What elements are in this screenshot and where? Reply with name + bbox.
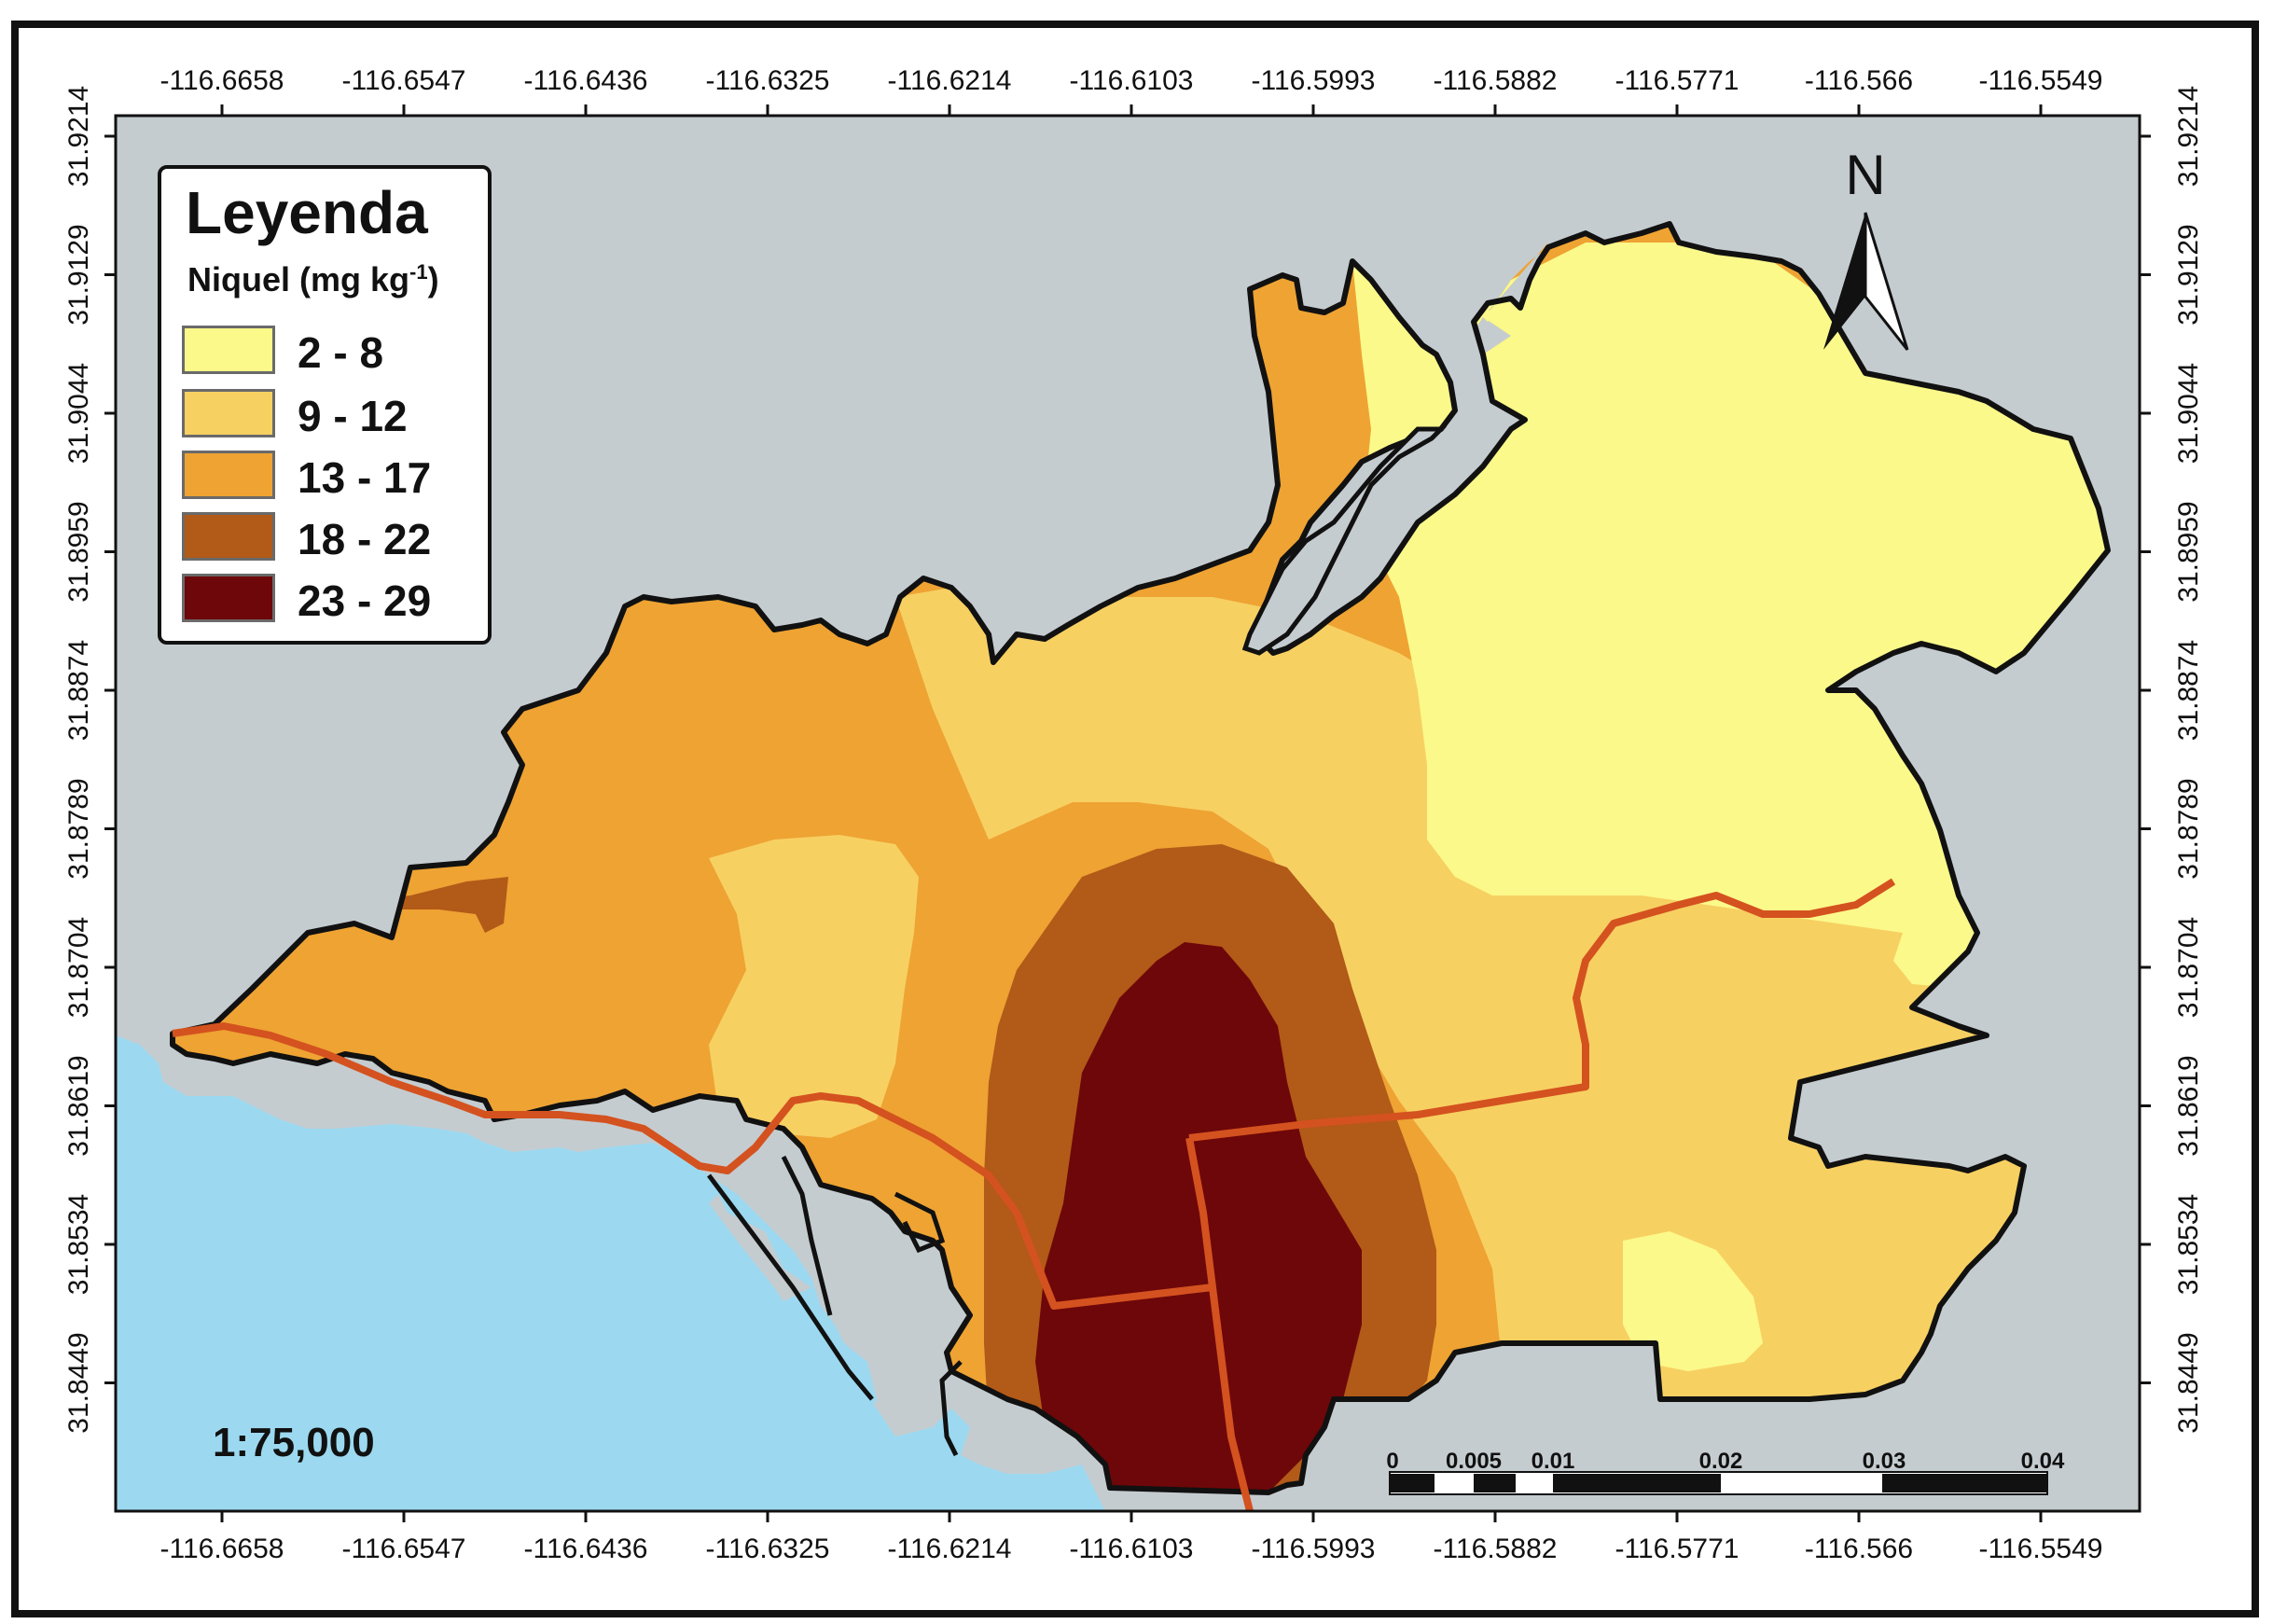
road-network	[172, 878, 1896, 1512]
coordinate-ticks: -116.6658 -116.6658 -116.6547 -116.6547 -116…	[63, 65, 2204, 1564]
scale-bar-label: 0	[1386, 1449, 1398, 1474]
legend-item-label: 9 - 12	[298, 392, 408, 440]
longitude-tick-label-top: -116.5771	[1615, 65, 1739, 96]
road-coastal-highway	[172, 1022, 1213, 1310]
longitude-tick-label-top: -116.6103	[1070, 65, 1194, 96]
zone-9-12-west	[709, 835, 919, 1138]
scale-bar-label: 0.02	[1699, 1449, 1743, 1474]
latitude-tick-label-right: 31.8704	[2173, 917, 2204, 1018]
latitude-tick-label-right: 31.8789	[2173, 778, 2204, 879]
longitude-tick-label-bottom: -116.6547	[342, 1534, 466, 1564]
longitude-tick-label-bottom: -116.6325	[706, 1534, 830, 1564]
north-arrow-left-half	[1823, 213, 1865, 350]
legend-subtitle-exponent: -1	[409, 260, 428, 284]
scale-bar-segment	[1882, 1474, 2047, 1492]
north-arrow: N	[1823, 144, 1909, 351]
latitude-tick-label-right: 31.8959	[2173, 501, 2204, 602]
legend-item-label: 23 - 29	[298, 576, 432, 625]
latitude-tick-label-right: 31.8449	[2173, 1332, 2204, 1433]
latitude-tick-label-right: 31.9044	[2173, 363, 2204, 464]
scale-bar-label: 0.03	[1863, 1449, 1906, 1474]
road-east-west	[1188, 878, 1896, 1142]
longitude-tick-label-top: -116.5882	[1434, 65, 1558, 96]
latitude-tick-label-right: 31.8874	[2173, 640, 2204, 741]
scale-bar: 0 0.005 0.01 0.02 0.03 0.04	[1386, 1449, 2065, 1495]
scale-bar-segment	[1553, 1474, 1721, 1492]
latitude-tick-label-left: 31.8449	[63, 1332, 94, 1433]
latitude-tick-label-left: 31.8874	[63, 640, 94, 741]
latitude-tick-label-right: 31.8619	[2173, 1055, 2204, 1156]
lagoon-outline	[1241, 426, 1448, 656]
legend-swatch	[182, 512, 275, 561]
longitude-tick-label-bottom: -116.5549	[1979, 1534, 2103, 1564]
scale-ratio: 1:75,000	[213, 1420, 375, 1465]
scale-bar-segment	[1390, 1474, 1434, 1492]
legend-swatch	[182, 326, 275, 374]
latitude-tick-label-right: 31.9129	[2173, 224, 2204, 325]
longitude-tick-label-top: -116.5549	[1979, 65, 2103, 96]
legend-item: 2 - 8	[182, 326, 490, 378]
north-arrow-label: N	[1845, 144, 1885, 206]
ocean-water	[116, 1035, 1105, 1511]
scale-bar-label: 0.04	[2021, 1449, 2065, 1474]
legend-subtitle-end: )	[427, 260, 439, 298]
longitude-tick-label-top: -116.6325	[706, 65, 830, 96]
longitude-tick-label-top: -116.566	[1805, 65, 1913, 96]
legend-item: 18 - 22	[182, 512, 490, 564]
longitude-tick-label-top: -116.6547	[342, 65, 466, 96]
longitude-tick-label-bottom: -116.5771	[1615, 1534, 1739, 1564]
legend-item-label: 18 - 22	[298, 515, 432, 563]
latitude-tick-label-left: 31.8534	[63, 1194, 94, 1295]
longitude-tick-label-bottom: -116.6436	[524, 1534, 648, 1564]
legend-swatch	[182, 451, 275, 499]
longitude-tick-label-bottom: -116.6103	[1070, 1534, 1194, 1564]
legend-item-label: 13 - 17	[298, 453, 432, 502]
legend-swatch	[182, 389, 275, 437]
legend-item-label: 2 - 8	[298, 328, 384, 377]
legend-title: Leyenda	[186, 179, 428, 246]
harbor-outline	[707, 1155, 963, 1457]
latitude-tick-label-left: 31.9214	[63, 86, 94, 187]
scale-bar-label: 0.01	[1532, 1449, 1575, 1474]
longitude-tick-label-bottom: -116.5993	[1252, 1534, 1376, 1564]
legend-item: 13 - 17	[182, 451, 490, 503]
zone-18-22-west-patch	[364, 877, 508, 933]
legend-subtitle: Niquel (mg kg-1)	[187, 260, 439, 299]
legend-box: Leyenda Niquel (mg kg-1) 2 - 8 9 - 12 13…	[158, 165, 492, 645]
latitude-tick-label-left: 31.8704	[63, 917, 94, 1018]
zone-23-29	[1035, 942, 1362, 1492]
map-neatline	[114, 114, 2141, 1513]
longitude-tick-label-bottom: -116.6658	[160, 1534, 284, 1564]
latitude-tick-label-left: 31.8789	[63, 778, 94, 879]
longitude-tick-label-bottom: -116.5882	[1434, 1534, 1558, 1564]
legend-item: 9 - 12	[182, 389, 490, 441]
scale-bar-label: 0.005	[1446, 1449, 1502, 1474]
latitude-tick-label-left: 31.8959	[63, 501, 94, 602]
latitude-tick-label-right: 31.8534	[2173, 1194, 2204, 1295]
scale-bar-segment	[1474, 1474, 1516, 1492]
longitude-tick-label-bottom: -116.6214	[888, 1534, 1012, 1564]
north-arrow-right-half	[1864, 212, 1909, 351]
longitude-tick-label-top: -116.5993	[1252, 65, 1376, 96]
latitude-tick-label-left: 31.9129	[63, 224, 94, 325]
zone-2-8-south	[1623, 1231, 1763, 1371]
road-north-south	[1185, 1137, 1254, 1512]
legend-item: 23 - 29	[182, 574, 490, 626]
latitude-tick-label-right: 31.9214	[2173, 86, 2204, 187]
legend-swatch	[182, 574, 275, 622]
legend-subtitle-text: Niquel (mg kg	[187, 260, 410, 298]
latitude-tick-label-left: 31.9044	[63, 363, 94, 464]
longitude-tick-label-top: -116.6658	[160, 65, 284, 96]
latitude-tick-label-left: 31.8619	[63, 1055, 94, 1156]
longitude-tick-label-bottom: -116.566	[1805, 1534, 1913, 1564]
longitude-tick-label-top: -116.6436	[524, 65, 648, 96]
longitude-tick-label-top: -116.6214	[888, 65, 1012, 96]
